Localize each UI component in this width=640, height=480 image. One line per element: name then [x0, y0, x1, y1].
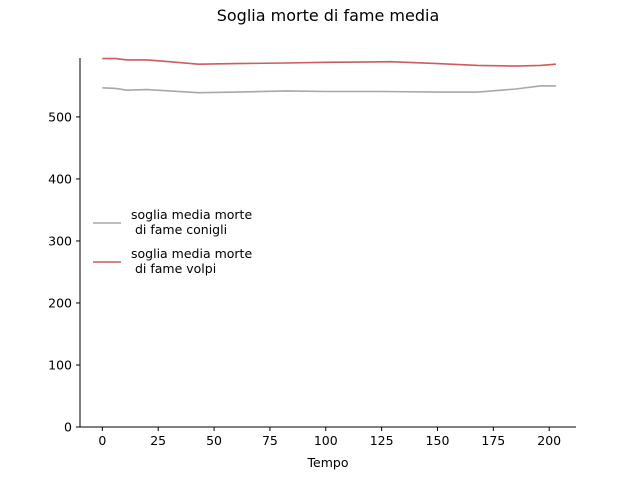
y-tick-label: 300: [48, 233, 72, 248]
chart-title: Soglia morte di fame media: [217, 6, 440, 25]
x-tick-label: 50: [206, 433, 222, 448]
x-tick-label: 175: [481, 433, 505, 448]
x-tick-label: 75: [262, 433, 278, 448]
legend: soglia media morte di fame conigli soglia…: [93, 207, 252, 276]
y-tick-label: 200: [48, 295, 72, 310]
plot-lines: [102, 57, 556, 94]
y-tick-label: 400: [48, 171, 72, 186]
series-line-1: [102, 57, 556, 67]
x-axis-label: Tempo: [307, 455, 349, 470]
x-ticks: 0 25 50 75 100 125 150 175 200: [98, 427, 561, 448]
x-tick-label: 25: [150, 433, 166, 448]
y-ticks: 0 100 200 300 400 500: [48, 109, 80, 435]
legend-label-0: soglia media morte di fame conigli: [131, 207, 252, 237]
x-tick-label: 150: [426, 433, 450, 448]
series-line-0: [102, 85, 556, 94]
y-tick-label: 0: [64, 420, 72, 435]
y-tick-label: 100: [48, 357, 72, 372]
x-tick-label: 100: [314, 433, 338, 448]
x-tick-label: 0: [98, 433, 106, 448]
x-tick-label: 200: [537, 433, 561, 448]
x-tick-label: 125: [370, 433, 394, 448]
legend-label-1: soglia media morte di fame volpi: [131, 246, 252, 276]
y-tick-label: 500: [48, 109, 72, 124]
